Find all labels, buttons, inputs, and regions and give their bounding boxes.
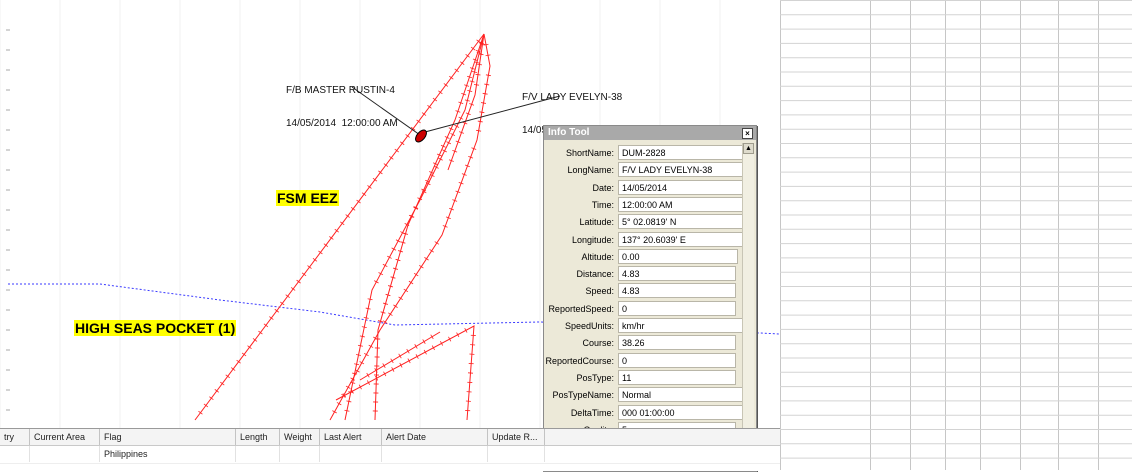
track-point [362, 327, 367, 328]
table-cell[interactable] [236, 446, 280, 462]
info-field-label: Longitude: [544, 232, 614, 249]
column-header[interactable]: Length [236, 429, 280, 445]
info-field-label: LongName: [544, 162, 614, 179]
table-cell[interactable] [30, 446, 100, 462]
track-point [360, 336, 365, 337]
info-field-value[interactable]: 14/05/2014 [618, 180, 750, 195]
info-field-label: SpeedUnits: [544, 318, 614, 335]
column-header[interactable]: Last Alert [320, 429, 382, 445]
info-field-label: Time: [544, 197, 614, 214]
info-field-label: Date: [544, 180, 614, 197]
table-cell[interactable]: Philippines [100, 446, 236, 462]
info-tool-titlebar[interactable]: Info Tool × [544, 126, 756, 140]
vessel-datetime: 14/05/2014 12:00:00 AM [286, 118, 398, 129]
track-point [368, 299, 373, 300]
table-cell[interactable] [0, 446, 30, 462]
track-point [383, 321, 387, 324]
column-header[interactable]: Current Area [30, 429, 100, 445]
table-cell[interactable] [382, 446, 488, 462]
track-point [481, 103, 486, 104]
vessel-name: F/B MASTER RUSTIN-4 [286, 85, 398, 96]
info-tool-window[interactable]: Info Tool × ShortName: DUM-2828 LongName: F… [543, 125, 757, 472]
track-point [430, 249, 434, 252]
track-point [486, 75, 491, 76]
table-cell[interactable] [320, 446, 382, 462]
info-field-value[interactable]: 0.00 [618, 249, 738, 264]
track-point [358, 345, 363, 346]
vessel-label-master-rustin: F/B MASTER RUSTIN-4 14/05/2014 12:00:00 … [286, 63, 398, 151]
track-point [366, 308, 371, 309]
vessel-marker-icon [413, 128, 428, 144]
track-point [399, 297, 403, 300]
vessel-track [336, 326, 474, 420]
spreadsheet-grid[interactable] [780, 0, 1132, 470]
track-point [484, 84, 489, 85]
track-point [483, 93, 488, 94]
info-field-label: PosTypeName: [544, 387, 614, 404]
track-point [393, 305, 397, 308]
track-point [414, 273, 418, 276]
info-field-value[interactable]: 0 [618, 353, 736, 368]
info-field-value[interactable]: 11 [618, 370, 736, 385]
table-cell[interactable] [280, 446, 320, 462]
info-field-value[interactable]: F/V LADY EVELYN-38 [618, 162, 750, 177]
zone-label-fsm-eez: FSM EEZ [276, 190, 339, 206]
track-point [486, 55, 491, 56]
info-field-value[interactable]: 0 [618, 301, 736, 316]
track-point [344, 410, 349, 411]
track-point [474, 84, 479, 85]
info-field-label: Latitude: [544, 214, 614, 231]
track-point [404, 289, 408, 292]
track-point [388, 313, 392, 316]
track-point [354, 364, 359, 365]
track-point [424, 257, 428, 260]
info-field-label: Distance: [544, 266, 614, 283]
info-field-label: DeltaTime: [544, 405, 614, 422]
track-point [477, 64, 482, 65]
info-field-label: Course: [544, 335, 614, 352]
info-field-label: ReportedSpeed: [544, 301, 614, 318]
info-field-value[interactable]: Normal [618, 387, 754, 402]
info-field-label: Altitude: [544, 249, 614, 266]
spreadsheet-cells[interactable] [780, 0, 1132, 470]
column-header[interactable]: try [0, 429, 30, 445]
track-point [435, 242, 439, 245]
info-field-value[interactable]: 000 01:00:00 [618, 405, 754, 420]
info-tool-title: Info Tool [548, 127, 589, 138]
column-header[interactable]: Flag [100, 429, 236, 445]
track-point [478, 121, 483, 122]
track-point [364, 317, 369, 318]
table-row-empty [0, 463, 780, 472]
info-field-value[interactable]: 4.83 [618, 266, 736, 281]
info-field-value[interactable]: 137° 20.6039' E [618, 232, 750, 247]
info-field-value[interactable]: 38.26 [618, 335, 736, 350]
info-field-label: ShortName: [544, 145, 614, 162]
table-cell[interactable] [488, 446, 545, 462]
column-header[interactable]: Update R... [488, 429, 545, 445]
column-header[interactable]: Alert Date [382, 429, 488, 445]
info-field-label: PosType: [544, 370, 614, 387]
info-field-value[interactable]: 4.83 [618, 283, 736, 298]
track-point [346, 401, 351, 402]
info-field-label: ReportedCourse: [544, 353, 614, 370]
zone-label-high-seas: HIGH SEAS POCKET (1) [74, 320, 236, 336]
info-field-label: Speed: [544, 283, 614, 300]
info-field-value[interactable]: DUM-2828 [618, 145, 750, 160]
column-header[interactable]: Weight [280, 429, 320, 445]
track-point [409, 281, 413, 284]
info-field-value[interactable]: 12:00:00 AM [618, 197, 750, 212]
info-scrollbar[interactable]: ▲ [742, 143, 754, 472]
vessel-name: F/V LADY EVELYN-38 [522, 92, 634, 103]
info-field-value[interactable]: 5° 02.0819' N [618, 214, 750, 229]
scroll-up-icon[interactable]: ▲ [743, 143, 754, 154]
info-field-value[interactable]: km/hr [618, 318, 754, 333]
close-icon[interactable]: × [742, 128, 753, 139]
